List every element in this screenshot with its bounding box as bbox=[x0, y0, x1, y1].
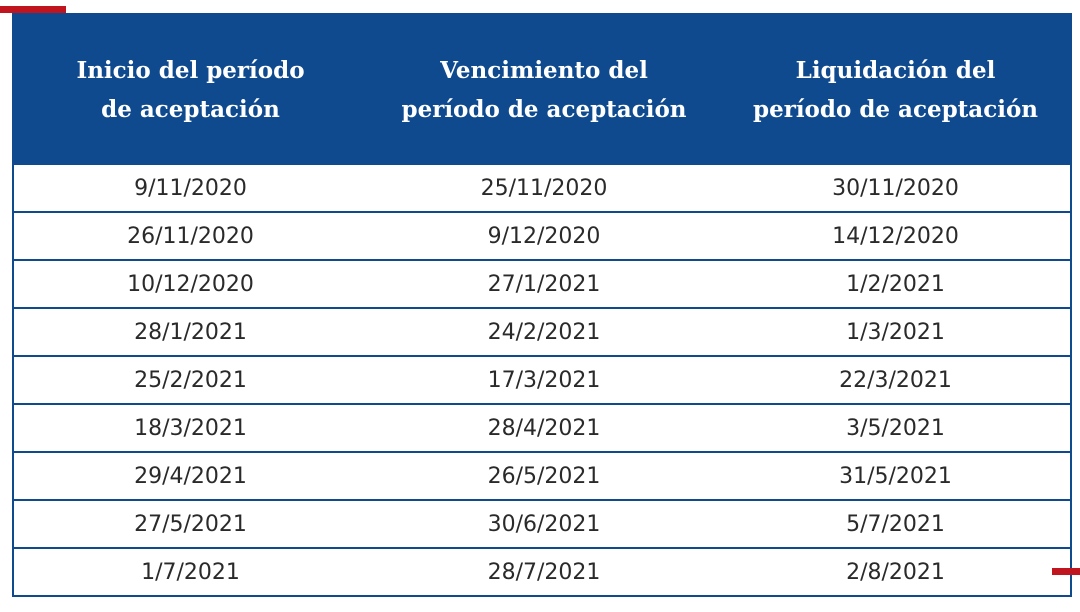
header-line: período de aceptación bbox=[752, 96, 1039, 123]
cell-start-date: 29/4/2021 bbox=[13, 451, 367, 500]
table-row: 18/3/2021 28/4/2021 3/5/2021 bbox=[13, 403, 1071, 452]
table-row: 10/12/2020 27/1/2021 1/2/2021 bbox=[13, 259, 1071, 308]
table-row: 28/1/2021 24/2/2021 1/3/2021 bbox=[13, 307, 1071, 356]
cell-start-date: 27/5/2021 bbox=[13, 499, 367, 548]
cell-start-date: 1/7/2021 bbox=[13, 547, 367, 596]
cell-expiry-date: 26/5/2021 bbox=[367, 451, 721, 500]
table-row: 1/7/2021 28/7/2021 2/8/2021 bbox=[13, 547, 1071, 596]
header-line: Vencimiento del bbox=[440, 57, 648, 84]
header-line: Liquidación del bbox=[795, 57, 996, 84]
cell-settlement-date: 22/3/2021 bbox=[721, 355, 1071, 404]
cell-expiry-date: 28/4/2021 bbox=[367, 403, 721, 452]
table-header: Inicio del período de aceptación Vencimi… bbox=[13, 14, 1071, 165]
cell-settlement-date: 5/7/2021 bbox=[721, 499, 1071, 548]
cell-start-date: 28/1/2021 bbox=[13, 307, 367, 356]
cell-settlement-date: 31/5/2021 bbox=[721, 451, 1071, 500]
header-line: período de aceptación bbox=[401, 96, 687, 123]
cell-start-date: 25/2/2021 bbox=[13, 355, 367, 404]
cell-settlement-date: 1/3/2021 bbox=[721, 307, 1071, 356]
table-row: 9/11/2020 25/11/2020 30/11/2020 bbox=[13, 165, 1071, 212]
accent-bar-bottom bbox=[1052, 568, 1080, 575]
column-header-start: Inicio del período de aceptación bbox=[13, 14, 367, 165]
accent-bar-top bbox=[0, 6, 66, 13]
table-row: 27/5/2021 30/6/2021 5/7/2021 bbox=[13, 499, 1071, 548]
header-line: de aceptación bbox=[101, 96, 280, 123]
table-row: 26/11/2020 9/12/2020 14/12/2020 bbox=[13, 211, 1071, 260]
cell-expiry-date: 9/12/2020 bbox=[367, 211, 721, 260]
cell-settlement-date: 3/5/2021 bbox=[721, 403, 1071, 452]
cell-settlement-date: 30/11/2020 bbox=[832, 175, 959, 201]
cell-expiry-date: 25/11/2020 bbox=[480, 175, 608, 201]
cell-expiry-date: 30/6/2021 bbox=[367, 499, 721, 548]
header-row: Inicio del período de aceptación Vencimi… bbox=[13, 14, 1071, 165]
table-row: 29/4/2021 26/5/2021 31/5/2021 bbox=[13, 451, 1071, 500]
table-body: 9/11/2020 25/11/2020 30/11/2020 26/11/20… bbox=[13, 165, 1071, 596]
cell-expiry-date: 17/3/2021 bbox=[367, 355, 721, 404]
header-line: Inicio del período bbox=[76, 57, 305, 84]
column-header-expiry: Vencimiento del período de aceptación bbox=[367, 14, 721, 165]
cell-expiry-date: 27/1/2021 bbox=[367, 259, 721, 308]
table-row: 25/2/2021 17/3/2021 22/3/2021 bbox=[13, 355, 1071, 404]
cell-settlement-date: 14/12/2020 bbox=[721, 211, 1071, 260]
cell-settlement-date: 1/2/2021 bbox=[721, 259, 1071, 308]
column-header-settlement: Liquidación del período de aceptación bbox=[721, 14, 1071, 165]
cell-expiry-date: 28/7/2021 bbox=[367, 547, 721, 596]
cell-start-date: 18/3/2021 bbox=[13, 403, 367, 452]
cell-start-date: 9/11/2020 bbox=[134, 175, 247, 201]
cell-start-date: 26/11/2020 bbox=[13, 211, 367, 260]
cell-start-date: 10/12/2020 bbox=[13, 259, 367, 308]
acceptance-period-table: Inicio del período de aceptación Vencimi… bbox=[12, 13, 1072, 597]
cell-expiry-date: 24/2/2021 bbox=[367, 307, 721, 356]
cell-settlement-date: 2/8/2021 bbox=[721, 547, 1071, 596]
